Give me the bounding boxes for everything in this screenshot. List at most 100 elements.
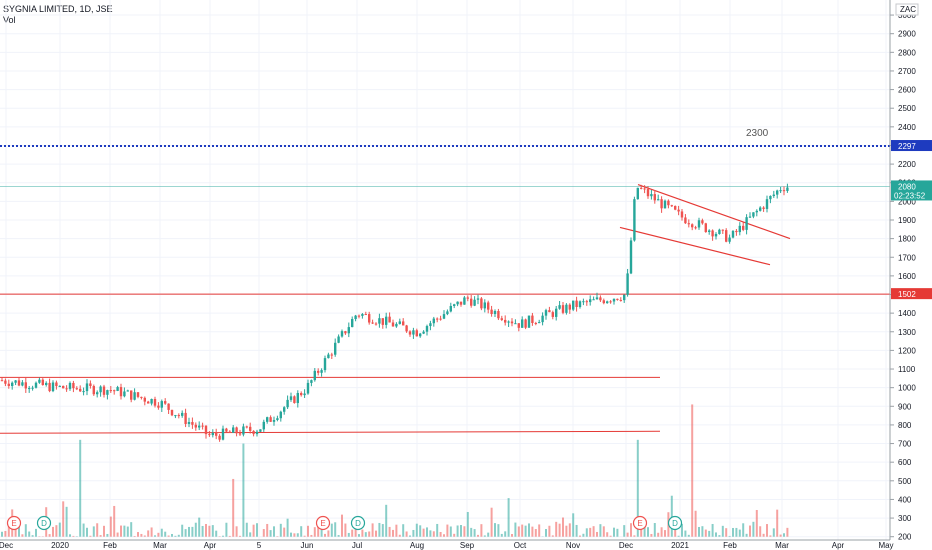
volume-bar [691, 404, 694, 537]
candle-body [718, 229, 721, 234]
candle-body [323, 358, 327, 371]
y-tick-label: 500 [898, 477, 912, 486]
candle-body [735, 230, 738, 233]
y-tick-label: 2400 [898, 123, 916, 132]
candle-body [235, 427, 238, 434]
x-tick-label: Apr [204, 541, 217, 550]
volume-bar [429, 530, 432, 537]
candle-body [283, 407, 286, 412]
volume-bar [463, 526, 466, 537]
candle-body [4, 380, 7, 384]
candle-body [374, 323, 378, 325]
candle-body [466, 297, 469, 299]
x-tick-label: Feb [723, 541, 737, 550]
volume-bar [99, 535, 102, 537]
candle-body [351, 319, 354, 328]
candle-body [745, 217, 748, 230]
candle-body [17, 380, 21, 386]
candle-body [143, 397, 146, 402]
volume-bar [551, 535, 554, 537]
y-tick-label: 2700 [898, 67, 916, 76]
volume-bar [35, 528, 37, 537]
y-tick-label: 900 [898, 402, 912, 411]
candle-body [674, 206, 677, 210]
volume-bar [596, 531, 598, 537]
candle-body [449, 305, 452, 312]
volume-bar [215, 530, 218, 537]
candle-body [558, 305, 561, 309]
currency-badge: ZAC [900, 5, 916, 14]
y-tick-label: 600 [898, 458, 912, 467]
volume-bar [735, 527, 738, 537]
volume-bar [545, 529, 547, 537]
volume-bar [500, 533, 503, 537]
volume-bar [677, 535, 680, 537]
volume-bar [188, 526, 190, 537]
candle-body [238, 433, 242, 435]
dividend-marker: D [36, 515, 52, 531]
volume-bar [24, 524, 27, 537]
volume-bar [449, 526, 452, 537]
x-tick-label: Apr [832, 541, 845, 550]
volume-bar [752, 521, 755, 537]
candle-body [429, 323, 432, 327]
candle-body [592, 299, 595, 301]
volume-bar [1, 531, 3, 537]
volume-bar [31, 535, 34, 537]
volume-bar [18, 523, 20, 537]
candle-body [272, 420, 276, 422]
candle-body [347, 327, 350, 334]
volume-bar [497, 524, 500, 537]
candle-body [215, 432, 218, 436]
candle-body [507, 321, 510, 323]
candle-body [650, 194, 653, 197]
volume-bar [351, 529, 354, 537]
candle-body [381, 318, 384, 325]
candle-body [480, 298, 483, 309]
candle-body [595, 297, 599, 300]
volume-bar [79, 439, 82, 537]
candle-body [578, 301, 582, 308]
candle-body [51, 382, 55, 392]
volume-bar [375, 530, 377, 537]
candle-body [619, 299, 622, 301]
volume-bar [456, 525, 459, 537]
candle-body [65, 388, 68, 390]
volume-bar [473, 529, 476, 537]
descending-channel[interactable] [619, 184, 791, 266]
volume-bar [293, 533, 296, 537]
volume-bar [528, 523, 530, 537]
x-tick-label: Dec [619, 541, 633, 550]
volume-bar [415, 523, 418, 537]
candle-body [130, 390, 133, 400]
volume-bar [140, 533, 143, 537]
candle-body [701, 220, 704, 224]
candle-body [191, 422, 194, 425]
candle-body [208, 434, 211, 436]
candle-body [14, 380, 17, 383]
candle-body [527, 315, 531, 328]
volume-bar [470, 527, 473, 537]
volume-bar [324, 533, 326, 537]
volume-bar [52, 526, 54, 537]
horizontal-levels[interactable] [0, 145, 890, 434]
candle-body [453, 304, 456, 306]
volume-bar [762, 533, 765, 537]
volume-bar [86, 527, 88, 537]
candle-body [691, 224, 694, 228]
candle-body [184, 412, 187, 424]
candle-body [62, 385, 65, 389]
candle-body [198, 425, 201, 428]
candle-body [534, 323, 537, 325]
volume-bar [575, 524, 578, 537]
volume-bar [718, 535, 721, 537]
price-axis[interactable]: 3000290028002700260025002400230022002100… [889, 0, 932, 542]
volume-bar [439, 531, 442, 537]
time-axis[interactable]: Dec 2020 Feb Mar Apr 5 Jun Jul Aug Sep Oct Nov Dec 20… [0, 539, 932, 550]
candle-body [221, 428, 225, 440]
volume-bar [630, 523, 632, 537]
candle-body [514, 323, 517, 325]
earnings-marker: E [315, 515, 331, 531]
